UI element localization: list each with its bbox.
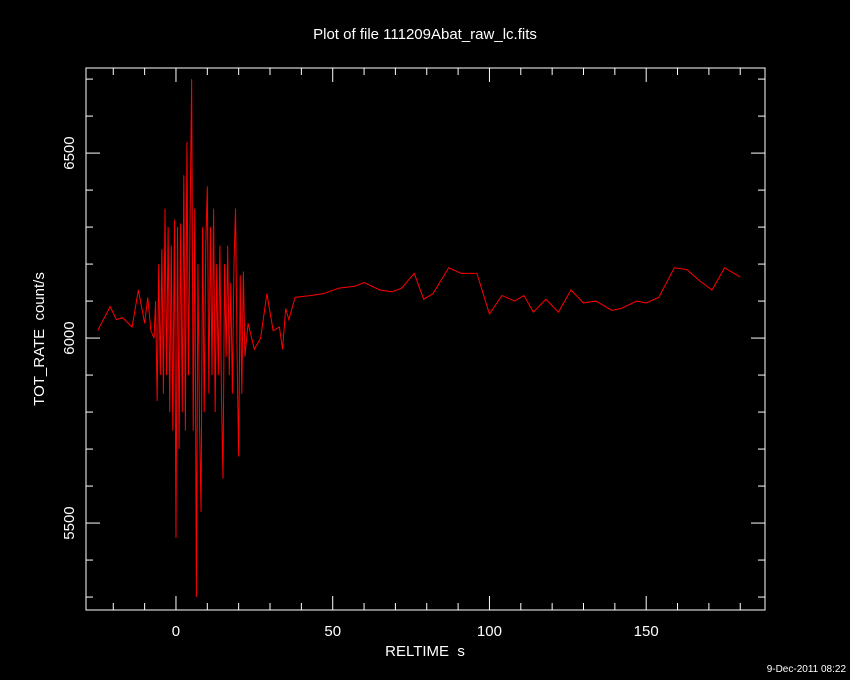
y-tick-label: 6000: [61, 321, 78, 354]
y-axis-label: TOT_RATE count/s: [31, 272, 48, 406]
y-tick-label: 6500: [61, 136, 78, 169]
y-tick-label: 5500: [61, 506, 78, 539]
data-line: [97, 79, 741, 598]
x-tick-label: 150: [634, 623, 659, 640]
x-tick-label: 100: [477, 623, 502, 640]
chart-title: Plot of file 111209Abat_raw_lc.fits: [313, 26, 537, 43]
x-tick-label: 50: [324, 623, 341, 640]
footer: 9-Dec-2011 08:22: [767, 664, 847, 675]
x-tick-label: 0: [172, 623, 180, 640]
x-axis-label: RELTIME s: [385, 643, 465, 660]
plot-frame: [85, 67, 766, 611]
